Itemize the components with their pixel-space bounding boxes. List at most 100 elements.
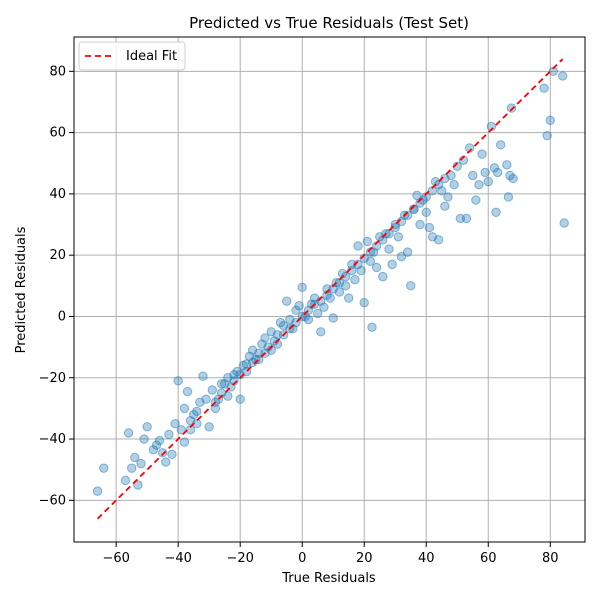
scatter-point	[545, 115, 555, 126]
x-tick-label: 60	[480, 551, 497, 566]
scatter-point	[350, 274, 360, 285]
scatter-point	[491, 207, 501, 217]
scatter-point	[503, 192, 514, 202]
scatter-point	[483, 176, 493, 187]
scatter-point	[161, 457, 171, 467]
y-tick-label: 40	[49, 187, 66, 202]
y-tick-label: 60	[49, 126, 66, 141]
scatter-point	[344, 293, 354, 303]
scatter-point	[359, 297, 369, 308]
scatter-point	[393, 232, 404, 242]
scatter-point	[167, 449, 177, 460]
scatter-point	[384, 244, 394, 254]
scatter-point	[421, 207, 431, 217]
scatter-point	[176, 425, 186, 435]
y-tick-label: 0	[58, 309, 66, 324]
scatter-point	[123, 428, 134, 438]
scatter-point	[139, 434, 149, 444]
scatter-point	[415, 219, 425, 230]
x-tick-label: 0	[298, 551, 306, 566]
scatter-point	[557, 71, 568, 81]
scatter-point	[506, 103, 517, 113]
scatter-point	[136, 458, 146, 469]
scatter-point	[297, 282, 307, 293]
y-axis-label: Predicted Residuals	[14, 226, 29, 353]
scatter-point	[154, 435, 165, 446]
scatter-point	[179, 437, 190, 447]
scatter-point	[170, 419, 180, 429]
scatter-point	[461, 213, 472, 224]
scatter-point	[396, 252, 407, 262]
scatter-point	[387, 259, 397, 270]
scatter-point	[142, 422, 152, 432]
scatter-point	[477, 149, 487, 159]
x-axis-label: True Residuals	[281, 571, 376, 586]
scatter-point	[99, 463, 109, 473]
scatter-point	[474, 180, 484, 190]
scatter-point	[130, 452, 140, 463]
scatter-point	[207, 385, 217, 395]
scatter-point	[402, 247, 413, 257]
x-tick-label: −40	[164, 551, 191, 566]
scatter-point	[559, 218, 569, 228]
legend-ideal-fit-label: Ideal Fit	[126, 49, 177, 64]
scatter-point	[433, 235, 444, 245]
y-tick-label: −40	[39, 432, 66, 447]
scatter-point	[216, 379, 227, 389]
scatter-point	[173, 376, 183, 386]
scatter-point	[151, 440, 162, 450]
scatter-point	[282, 296, 292, 306]
y-tick-label: −60	[39, 493, 66, 508]
y-tick-label: 20	[49, 248, 66, 263]
x-tick-label: −20	[226, 551, 253, 566]
scatter-point	[316, 327, 326, 337]
scatter-point	[120, 475, 131, 486]
y-tick-label: −20	[39, 371, 66, 386]
scatter-point	[126, 463, 137, 473]
scatter-point	[406, 281, 416, 291]
scatter-point	[291, 305, 301, 316]
scatter-point	[449, 180, 459, 190]
scatter-point	[192, 406, 202, 417]
scatter-point	[353, 241, 363, 251]
scatter-point	[468, 170, 478, 181]
chart-title: Predicted vs True Residuals (Test Set)	[189, 14, 469, 32]
scatter-point	[92, 486, 103, 496]
scatter-point	[371, 262, 382, 273]
y-tick-label: 80	[49, 64, 66, 79]
x-tick-label: 80	[542, 551, 559, 566]
scatter-point	[223, 391, 233, 401]
scatter-point	[539, 83, 549, 93]
scatter-point	[367, 322, 377, 332]
scatter-point	[480, 167, 490, 178]
legend-box	[78, 41, 186, 71]
x-tick-label: 40	[418, 551, 435, 566]
scatter-point	[508, 173, 518, 184]
x-tick-label: −60	[102, 551, 129, 566]
scatter-point	[495, 140, 506, 150]
scatter-point	[260, 333, 270, 343]
scatter-point	[424, 222, 435, 233]
scatter-point	[201, 394, 211, 404]
x-tick-label: 20	[356, 551, 373, 566]
scatter-point	[179, 403, 190, 414]
ideal-fit-layer	[96, 58, 564, 520]
scatter-point	[148, 445, 159, 455]
scatter-point	[164, 429, 174, 440]
scatter-point	[204, 422, 214, 432]
scatter-point	[198, 371, 208, 381]
scatter-point	[313, 308, 323, 319]
scatter-point	[362, 236, 373, 247]
scatter-point	[502, 160, 512, 170]
scatter-point	[235, 394, 245, 404]
scatter-point	[542, 130, 552, 141]
plot-frame	[73, 36, 586, 543]
scatter-point	[182, 386, 193, 397]
scatter-point	[157, 448, 168, 458]
scatter-point	[443, 192, 453, 202]
scatter-point	[294, 301, 304, 311]
scatter-point	[489, 163, 500, 173]
scatter-point	[492, 167, 503, 178]
